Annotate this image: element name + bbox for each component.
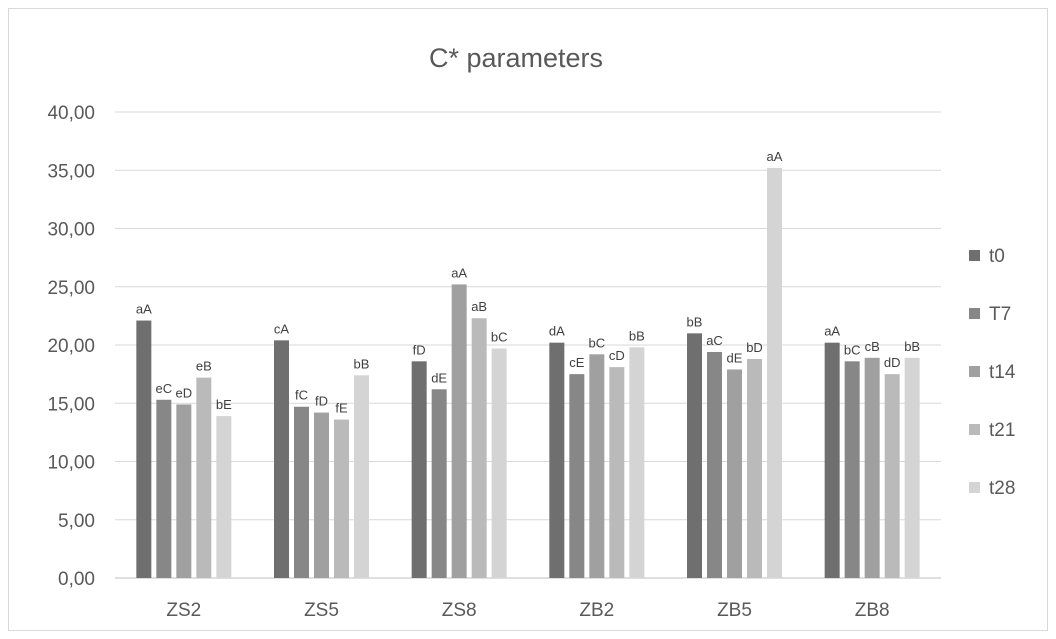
legend-label-t21: t21 <box>989 420 1015 441</box>
data-label: cD <box>609 348 625 363</box>
data-label: fD <box>413 342 426 357</box>
bar-t14-ZS2 <box>176 404 192 578</box>
x-tick-label: ZB2 <box>579 600 614 621</box>
x-tick-label: ZS8 <box>442 600 477 621</box>
bar-t0-ZB5 <box>687 333 702 578</box>
x-tick-label: ZS5 <box>304 600 339 621</box>
bar-T7-ZS8 <box>431 389 447 578</box>
legend-swatch-t0 <box>969 250 980 261</box>
data-label: dE <box>727 350 743 365</box>
bar-t0-ZB2 <box>549 342 565 578</box>
data-label: aA <box>451 265 467 280</box>
bar-t21-ZS8 <box>471 318 487 578</box>
bar-t21-ZB5 <box>747 358 762 578</box>
y-tick-label: 0,00 <box>58 569 95 590</box>
bar-t14-ZB5 <box>727 369 742 578</box>
data-label: bB <box>629 328 645 343</box>
legend-swatch-t21 <box>969 424 980 435</box>
data-label: bD <box>746 340 763 355</box>
chart-frame: C* parameters 0,00 5,00 10,00 15,00 20,00 25,… <box>8 8 1048 631</box>
data-label: dA <box>549 324 565 339</box>
bar-t14-ZS8 <box>451 284 467 578</box>
y-tick-label: 35,00 <box>47 161 95 182</box>
bar-t0-ZB8 <box>824 342 840 578</box>
data-label: eB <box>196 359 212 374</box>
bar-t21-ZS5 <box>334 419 349 578</box>
y-tick-label: 20,00 <box>47 336 95 357</box>
legend-swatch-T7 <box>969 308 980 319</box>
bar-T7-ZB8 <box>844 361 860 578</box>
data-label: cE <box>569 355 585 370</box>
bar-t28-ZB8 <box>904 357 920 578</box>
bar-t0-ZS2 <box>136 320 152 578</box>
data-label: aA <box>136 302 152 317</box>
legend-swatch-t14 <box>969 366 980 377</box>
data-label: cB <box>865 339 880 354</box>
data-label: dE <box>431 370 447 385</box>
y-tick-label: 10,00 <box>47 453 95 474</box>
bar-t0-ZS8 <box>411 361 427 578</box>
data-label: aA <box>767 149 783 164</box>
y-tick-label: 5,00 <box>58 511 95 532</box>
data-label: bE <box>216 397 232 412</box>
data-label: bC <box>844 342 861 357</box>
bar-t28-ZB5 <box>767 167 782 579</box>
y-tick-label: 40,00 <box>47 103 95 124</box>
data-label: bB <box>354 356 370 371</box>
x-tick-label: ZS2 <box>166 600 201 621</box>
legend-label-t28: t28 <box>989 478 1015 499</box>
data-label: bB <box>904 339 920 354</box>
data-label: eC <box>156 381 173 396</box>
legend-label-t14: t14 <box>989 362 1016 383</box>
bar-t21-ZB2 <box>609 367 625 578</box>
legend-swatch-t28 <box>969 482 980 493</box>
bar-t28-ZS5 <box>354 375 369 578</box>
bar-t28-ZS2 <box>216 416 232 578</box>
bar-t21-ZS2 <box>196 377 212 578</box>
bar-T7-ZB2 <box>569 374 585 578</box>
data-label: bC <box>589 335 606 350</box>
data-label: dD <box>884 355 901 370</box>
legend: t0 T7 t14 t21 t28 <box>969 246 1016 499</box>
bar-t28-ZS8 <box>491 348 507 578</box>
data-label: aA <box>824 324 840 339</box>
chart-title: C* parameters <box>429 43 603 73</box>
bars <box>136 167 920 579</box>
data-label: eD <box>176 385 193 400</box>
bar-T7-ZS2 <box>156 399 172 578</box>
legend-label-T7: T7 <box>989 304 1011 325</box>
data-label: bC <box>491 329 508 344</box>
bar-T7-ZS5 <box>294 406 309 578</box>
y-axis-ticks: 0,00 5,00 10,00 15,00 20,00 25,00 30,00 35,00 40… <box>47 103 95 590</box>
bar-T7-ZB5 <box>707 351 722 578</box>
legend-label-t0: t0 <box>989 246 1005 267</box>
data-label: fE <box>335 401 348 416</box>
x-tick-label: ZB8 <box>855 600 890 621</box>
bar-t14-ZB2 <box>589 354 605 578</box>
data-label: bB <box>687 314 703 329</box>
bar-t14-ZS5 <box>314 412 329 578</box>
bar-t14-ZB8 <box>864 357 880 578</box>
bar-t0-ZS5 <box>274 340 289 578</box>
bar-t21-ZB8 <box>884 374 900 578</box>
x-axis-ticks: ZS2 ZS5 ZS8 ZB2 ZB5 ZB8 <box>166 600 889 621</box>
x-tick-label: ZB5 <box>717 600 752 621</box>
bar-chart: C* parameters 0,00 5,00 10,00 15,00 20,00 25,… <box>47 43 1016 621</box>
data-label: fC <box>295 388 308 403</box>
y-tick-label: 25,00 <box>47 278 95 299</box>
y-tick-label: 30,00 <box>47 220 95 241</box>
data-label: fD <box>315 394 328 409</box>
data-label: cA <box>274 321 290 336</box>
bar-t28-ZB2 <box>629 347 645 578</box>
gridlines <box>115 111 941 579</box>
y-tick-label: 15,00 <box>47 394 95 415</box>
data-label: aB <box>471 299 487 314</box>
data-label: aC <box>706 333 723 348</box>
